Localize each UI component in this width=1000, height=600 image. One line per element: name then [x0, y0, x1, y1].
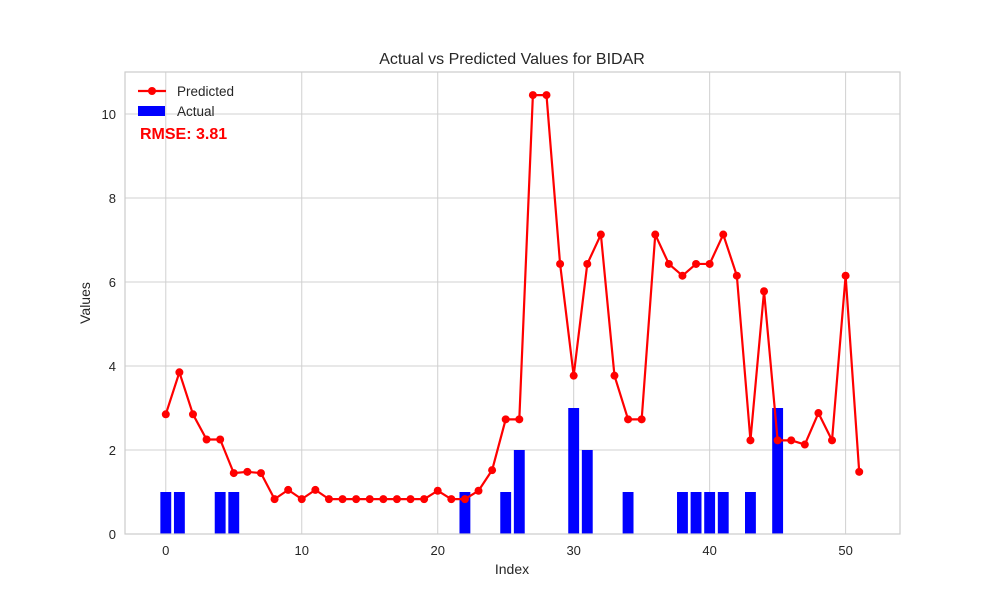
x-tick-label: 20	[430, 543, 444, 558]
predicted-point	[705, 259, 714, 268]
actual-bars	[160, 408, 784, 534]
predicted-point	[188, 410, 197, 419]
predicted-point	[501, 415, 510, 424]
predicted-point	[800, 440, 809, 449]
actual-bar	[717, 492, 729, 534]
predicted-point	[732, 271, 741, 280]
plot-frame	[124, 71, 901, 535]
actual-bar	[622, 492, 634, 534]
legend-predicted-marker-icon	[148, 87, 156, 95]
y-tick-label: 0	[109, 527, 116, 542]
actual-bar	[160, 492, 172, 534]
legend-actual-bar-icon	[138, 106, 165, 116]
predicted-point	[256, 469, 265, 478]
y-axis-label: Values	[77, 282, 93, 324]
predicted-point	[542, 91, 551, 100]
chart-title: Actual vs Predicted Values for BIDAR	[379, 51, 645, 68]
predicted-point	[515, 415, 524, 424]
predicted-point	[760, 287, 769, 296]
actual-bar	[581, 450, 593, 534]
predicted-point	[229, 469, 238, 478]
predicted-point	[379, 495, 388, 504]
actual-bar	[677, 492, 688, 534]
predicted-point	[297, 495, 306, 504]
predicted-point	[528, 91, 537, 100]
legend: Predicted Actual	[138, 84, 234, 119]
predicted-point	[828, 436, 837, 445]
predicted-point	[855, 467, 864, 476]
predicted-point	[447, 495, 456, 504]
y-tick-label: 6	[109, 275, 116, 290]
predicted-series-line	[164, 93, 861, 501]
predicted-point	[420, 495, 429, 504]
predicted-point	[406, 495, 415, 504]
predicted-point	[488, 466, 497, 475]
predicted-point	[284, 485, 293, 494]
predicted-point	[624, 415, 633, 424]
predicted-point	[433, 486, 442, 495]
actual-bar	[690, 492, 702, 534]
predicted-point	[392, 495, 401, 504]
rmse-annotation: RMSE: 3.81	[140, 126, 227, 143]
y-tick-label: 10	[102, 107, 116, 122]
predicted-point	[352, 495, 361, 504]
actual-bar	[772, 408, 784, 534]
predicted-point	[243, 467, 252, 476]
predicted-point	[202, 435, 211, 444]
x-axis-label: Index	[495, 561, 529, 577]
predicted-point	[610, 371, 619, 380]
predicted-point	[583, 259, 592, 268]
y-tick-label: 2	[109, 443, 116, 458]
predicted-point	[678, 271, 687, 280]
predicted-point	[161, 410, 170, 419]
predicted-line	[161, 91, 864, 504]
predicted-point	[596, 230, 605, 239]
predicted-point	[175, 368, 184, 377]
predicted-point	[637, 415, 646, 424]
predicted-point	[569, 371, 578, 380]
predicted-point	[841, 271, 850, 280]
predicted-point	[324, 495, 333, 504]
predicted-point	[556, 259, 565, 268]
actual-bar	[568, 408, 580, 534]
actual-bar	[459, 492, 471, 534]
legend-predicted-label: Predicted	[177, 84, 234, 99]
x-tick-label: 0	[162, 543, 169, 558]
predicted-point	[216, 435, 225, 444]
predicted-point	[365, 495, 374, 504]
legend-actual-label: Actual	[177, 104, 215, 119]
actual-bar	[173, 492, 185, 534]
y-tick-label: 4	[109, 359, 116, 374]
actual-bar	[513, 450, 525, 534]
x-tick-label: 50	[838, 543, 852, 558]
actual-bar	[214, 492, 226, 534]
predicted-point	[664, 259, 673, 268]
predicted-point	[651, 230, 660, 239]
predicted-point	[338, 495, 347, 504]
actual-bar	[228, 492, 240, 534]
x-tick-label: 40	[702, 543, 716, 558]
predicted-point	[746, 436, 755, 445]
actual-bar	[704, 492, 716, 534]
x-tick-labels: 0 10 20 30 40 50	[162, 543, 853, 558]
predicted-point	[719, 230, 728, 239]
plot-background	[125, 72, 900, 534]
predicted-point	[270, 495, 279, 504]
predicted-point	[474, 486, 483, 495]
y-tick-label: 8	[109, 191, 116, 206]
actual-bar	[745, 492, 756, 534]
predicted-point	[773, 436, 782, 445]
x-tick-label: 30	[566, 543, 580, 558]
predicted-point	[814, 409, 823, 418]
predicted-point	[311, 485, 320, 494]
actual-bar	[500, 492, 512, 534]
predicted-point	[787, 436, 796, 445]
predicted-point	[460, 495, 469, 504]
x-tick-label: 10	[295, 543, 309, 558]
y-tick-labels: 0 2 4 6 8 10	[102, 107, 116, 542]
predicted-point	[692, 259, 701, 268]
